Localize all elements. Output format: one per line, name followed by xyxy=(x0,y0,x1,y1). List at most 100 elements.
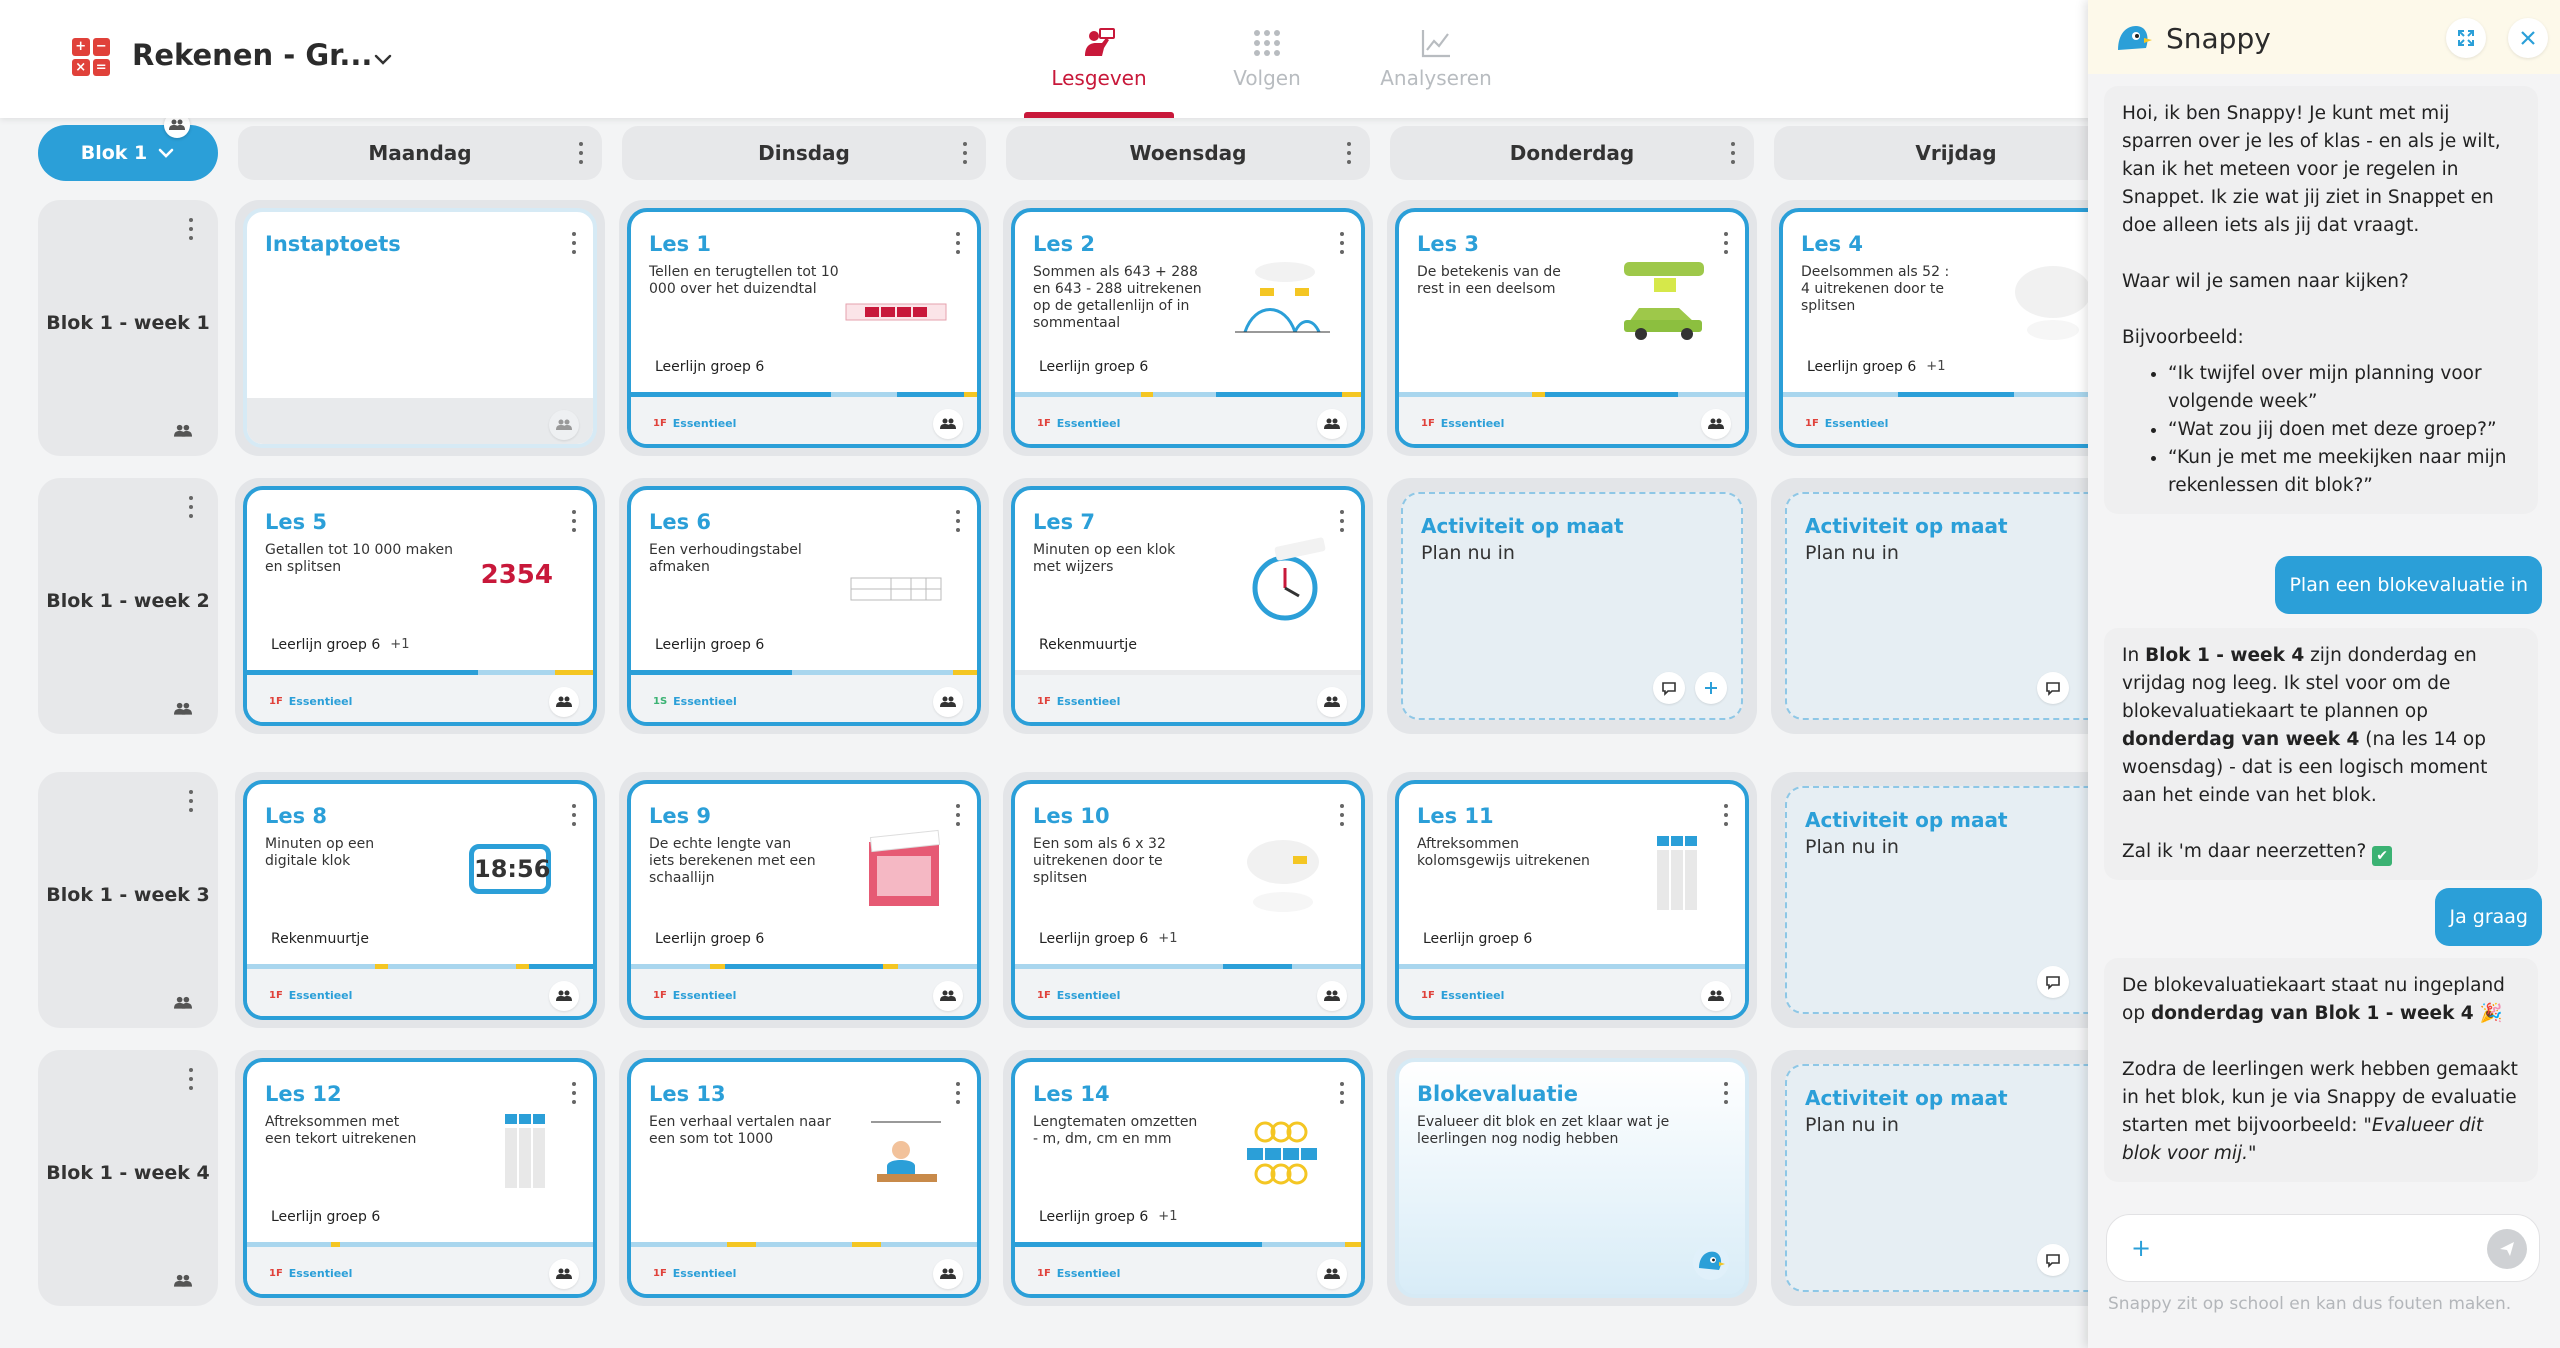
slot-week3-donderdag: Les 11 Aftreksommen kolomsgewijs uitreke… xyxy=(1387,772,1757,1028)
blok-select-button[interactable]: Blok 1 xyxy=(38,125,218,181)
more-vertical-icon[interactable] xyxy=(1723,232,1729,254)
group-icon[interactable] xyxy=(1317,1259,1347,1289)
expand-icon[interactable] xyxy=(2446,18,2486,58)
lesson-card-blokevaluatie[interactable]: Blokevaluatie Evalueer dit blok en zet k… xyxy=(1395,1058,1749,1298)
more-vertical-icon[interactable] xyxy=(571,1082,577,1104)
tab-volgen[interactable]: Volgen xyxy=(1192,22,1342,118)
progress-bar xyxy=(631,670,977,675)
more-vertical-icon[interactable] xyxy=(1346,142,1352,164)
chevron-down-icon[interactable] xyxy=(372,48,394,70)
more-vertical-icon[interactable] xyxy=(571,510,577,532)
more-vertical-icon[interactable] xyxy=(1723,1082,1729,1104)
lesson-card-les14[interactable]: Les 14 Lengtematen omzetten - m, dm, cm … xyxy=(1011,1058,1365,1298)
more-vertical-icon[interactable] xyxy=(571,804,577,826)
more-vertical-icon[interactable] xyxy=(955,232,961,254)
more-vertical-icon[interactable] xyxy=(188,496,194,518)
day-header-vrijdag: Vrijdag xyxy=(1774,126,2138,180)
group-icon[interactable] xyxy=(1317,687,1347,717)
lesson-card-les11[interactable]: Les 11 Aftreksommen kolomsgewijs uitreke… xyxy=(1395,780,1749,1020)
lesson-card-les8[interactable]: Les 8 Minuten op een digitale klok 18:56… xyxy=(243,780,597,1020)
lesson-card-les9[interactable]: Les 9 De echte lengte van iets berekenen… xyxy=(627,780,981,1020)
course-title[interactable]: Rekenen - Gr... xyxy=(132,38,373,72)
close-icon[interactable] xyxy=(2508,18,2548,58)
lesson-card-les5[interactable]: Les 5 Getallen tot 10 000 maken en split… xyxy=(243,486,597,726)
tab-analyseren[interactable]: Analyseren xyxy=(1361,22,1511,118)
group-icon[interactable] xyxy=(933,981,963,1011)
group-icon[interactable] xyxy=(549,687,579,717)
lesson-card-les13[interactable]: Les 13 Een verhaal vertalen naar een som… xyxy=(627,1058,981,1298)
card-tag: Leerlijn groep 6 xyxy=(1039,359,1149,375)
group-icon[interactable] xyxy=(549,1259,579,1289)
group-icon[interactable] xyxy=(933,1259,963,1289)
empty-activity-card[interactable]: Activiteit op maat Plan nu in xyxy=(1401,492,1743,720)
snappy-bird-icon[interactable] xyxy=(1691,1242,1731,1282)
more-vertical-icon[interactable] xyxy=(1339,804,1345,826)
suggestion-list: “Ik twijfel over mijn planning voor volg… xyxy=(2168,360,2520,500)
more-vertical-icon[interactable] xyxy=(188,790,194,812)
chat-bubble-icon[interactable] xyxy=(2037,1244,2069,1276)
analog-clock-illustration xyxy=(1252,537,1326,621)
more-vertical-icon[interactable] xyxy=(1339,1082,1345,1104)
lesson-card-les4[interactable]: Les 4 Deelsommen als 52 : 4 uitrekenen d… xyxy=(1779,208,2133,448)
empty-activity-card[interactable]: Activiteit op maat Plan nu in xyxy=(1785,786,2127,1014)
group-icon[interactable] xyxy=(174,996,192,1010)
more-vertical-icon[interactable] xyxy=(955,510,961,532)
more-vertical-icon[interactable] xyxy=(188,1068,194,1090)
lesson-card-les1[interactable]: Les 1 Tellen en terugtellen tot 10 000 o… xyxy=(627,208,981,448)
group-icon[interactable] xyxy=(549,410,579,440)
card-tag: Leerlijn groep 6 xyxy=(655,637,765,653)
progress-bar xyxy=(631,1242,977,1247)
send-button[interactable] xyxy=(2487,1229,2527,1269)
group-icon[interactable] xyxy=(933,687,963,717)
add-icon[interactable]: + xyxy=(2131,1234,2152,1262)
slot-week1-maandag: Instaptoets xyxy=(235,200,605,456)
slot-week2-donderdag: Activiteit op maat Plan nu in xyxy=(1387,478,1757,734)
empty-activity-card[interactable]: Activiteit op maat Plan nu in xyxy=(1785,1064,2127,1292)
lesson-card-les7[interactable]: Les 7 Minuten op een klok met wijzers Re… xyxy=(1011,486,1365,726)
empty-activity-card[interactable]: Activiteit op maat Plan nu in xyxy=(1785,492,2127,720)
group-icon[interactable] xyxy=(933,409,963,439)
slot-week3-dinsdag: Les 9 De echte lengte van iets berekenen… xyxy=(619,772,989,1028)
group-icon[interactable] xyxy=(174,424,192,438)
group-icon[interactable] xyxy=(549,981,579,1011)
add-icon[interactable] xyxy=(1695,672,1727,704)
lesson-card-les3[interactable]: Les 3 De betekenis van de rest in een de… xyxy=(1395,208,1749,448)
card-tag: Leerlijn groep 6 +1 xyxy=(1807,359,1946,375)
chat-input[interactable]: + xyxy=(2106,1214,2540,1282)
more-vertical-icon[interactable] xyxy=(1339,510,1345,532)
progress-bar xyxy=(247,670,593,675)
lesson-card-instaptoets[interactable]: Instaptoets xyxy=(243,208,597,448)
more-vertical-icon[interactable] xyxy=(188,218,194,240)
more-vertical-icon[interactable] xyxy=(1730,142,1736,164)
chat-bubble-icon[interactable] xyxy=(1653,672,1685,704)
group-icon[interactable] xyxy=(174,1274,192,1288)
group-icon[interactable] xyxy=(1701,409,1731,439)
lesson-card-les2[interactable]: Les 2 Sommen als 643 + 288 en 643 - 288 … xyxy=(1011,208,1365,448)
more-vertical-icon[interactable] xyxy=(962,142,968,164)
lesson-card-les6[interactable]: Les 6 Een verhoudingstabel afmaken Leerl… xyxy=(627,486,981,726)
more-vertical-icon[interactable] xyxy=(1723,804,1729,826)
car-illustration xyxy=(1624,262,1704,340)
card-footer: 1F Essentieel xyxy=(247,1247,593,1294)
progress-bar xyxy=(1015,964,1361,969)
card-footer: 1F Essentieel xyxy=(1015,969,1361,1016)
chat-message-bot: Hoi, ik ben Snappy! Je kunt met mij spar… xyxy=(2104,86,2538,514)
group-icon[interactable] xyxy=(1317,981,1347,1011)
group-icon[interactable] xyxy=(1701,981,1731,1011)
more-vertical-icon[interactable] xyxy=(578,142,584,164)
lesson-card-les10[interactable]: Les 10 Een som als 6 x 32 uitrekenen doo… xyxy=(1011,780,1365,1020)
progress-bar xyxy=(247,1242,593,1247)
chat-bubble-icon[interactable] xyxy=(2037,966,2069,998)
more-vertical-icon[interactable] xyxy=(571,232,577,254)
group-icon[interactable] xyxy=(1317,409,1347,439)
party-emoji-icon: 🎉 xyxy=(2479,1003,2503,1024)
more-vertical-icon[interactable] xyxy=(955,1082,961,1104)
more-vertical-icon[interactable] xyxy=(1339,232,1345,254)
lesson-card-les12[interactable]: Les 12 Aftreksommen met een tekort uitre… xyxy=(243,1058,597,1298)
chat-bubble-icon[interactable] xyxy=(2037,672,2069,704)
slot-week3-vrijdag: Activiteit op maat Plan nu in xyxy=(1771,772,2141,1028)
tab-lesgeven[interactable]: Lesgeven xyxy=(1024,22,1174,118)
group-icon[interactable] xyxy=(174,702,192,716)
more-vertical-icon[interactable] xyxy=(955,804,961,826)
snappy-bird-icon xyxy=(2118,26,2152,50)
